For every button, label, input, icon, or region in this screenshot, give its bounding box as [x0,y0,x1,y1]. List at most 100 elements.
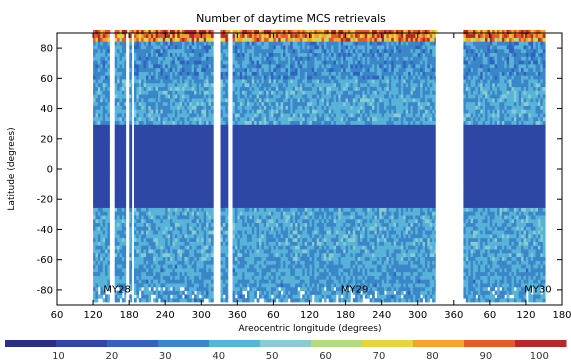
heat-cell [268,75,272,80]
heat-cell [150,97,154,103]
heat-cell [141,41,144,46]
heat-cell [158,294,161,299]
heat-cell [136,37,140,42]
heat-cell [95,199,99,205]
heat-cell [167,222,171,227]
heat-cell [273,279,277,284]
heat-cell [268,211,272,216]
heat-cell [206,79,209,84]
heat-cell [239,139,243,144]
heat-cell [232,37,236,42]
heat-cell [271,199,274,205]
heat-cell [162,188,166,193]
heat-cell [153,165,156,171]
heat-cell [189,165,193,171]
heat-cell [117,298,120,303]
heat-cell [114,109,118,114]
heat-cell [165,241,169,246]
heat-cell [246,215,250,220]
heat-cell [97,294,101,299]
heat-cell [208,67,212,72]
heat-cell [225,71,229,76]
heat-cell [182,75,185,80]
heat-cell [121,45,125,50]
heat-cell [184,56,188,61]
heat-cell [148,181,152,186]
heat-cell [182,188,185,193]
heat-cell [271,203,274,208]
heat-cell [179,188,183,193]
heat-cell [249,207,253,212]
heat-cell [141,82,144,88]
heat-cell [160,286,164,292]
heat-cell [102,109,106,114]
heat-cell [114,252,118,258]
heat-cell [184,241,188,246]
heat-cell [158,207,161,212]
heat-cell [165,128,169,133]
heat-cell [153,135,156,140]
heat-cell [273,294,277,299]
heat-cell [225,109,229,114]
heat-cell [141,71,144,76]
heat-cell [232,45,236,50]
heat-cell [97,241,101,246]
heat-cell [100,154,104,159]
heat-cell [172,286,176,292]
heat-cell [271,94,274,99]
heat-cell [162,147,166,152]
heat-cell [242,79,245,84]
heat-cell [172,211,176,216]
heat-cell [263,271,267,276]
heat-cell [259,275,262,280]
heat-cell [203,97,207,103]
heat-cell [167,135,171,140]
heat-cell [155,131,159,137]
heat-cell [251,116,255,122]
heat-cell [121,63,125,69]
heat-cell [191,264,195,269]
heat-cell [174,154,178,159]
heat-cell [182,230,185,235]
heat-cell [198,173,202,178]
heat-cell [275,29,279,35]
heat-cell [155,33,159,38]
heat-cell [133,63,137,69]
heat-cell [239,275,243,280]
heat-cell [117,173,120,178]
heat-cell [95,60,99,65]
heat-cell [95,267,99,273]
heat-cell [105,71,108,76]
heat-cell [263,101,267,106]
heat-cell [93,215,96,220]
heat-cell [107,97,111,103]
heat-cell [232,90,236,95]
heat-cell [114,79,118,84]
heat-cell [143,67,147,72]
heat-cell [220,298,224,303]
heat-cell [184,116,188,122]
heat-cell [179,158,183,163]
heat-cell [148,116,152,122]
heat-cell [174,139,178,144]
heat-cell [107,162,111,167]
heat-cell [114,294,118,299]
heat-cell [203,286,207,292]
heat-cell [203,184,207,190]
heat-cell [138,233,142,239]
heat-cell [167,97,171,103]
heat-cell [232,256,236,261]
heat-cell [201,177,205,182]
heat-cell [237,63,241,69]
heat-cell [191,211,195,216]
heat-cell [251,230,255,235]
heat-cell [158,67,161,72]
heat-cell [129,48,132,54]
heat-cell [220,279,224,284]
heat-cell [239,143,243,148]
heat-cell [196,162,200,167]
heat-cell [136,260,140,265]
heat-cell [246,82,250,88]
heat-cell [143,215,147,220]
heat-cell [153,169,156,174]
